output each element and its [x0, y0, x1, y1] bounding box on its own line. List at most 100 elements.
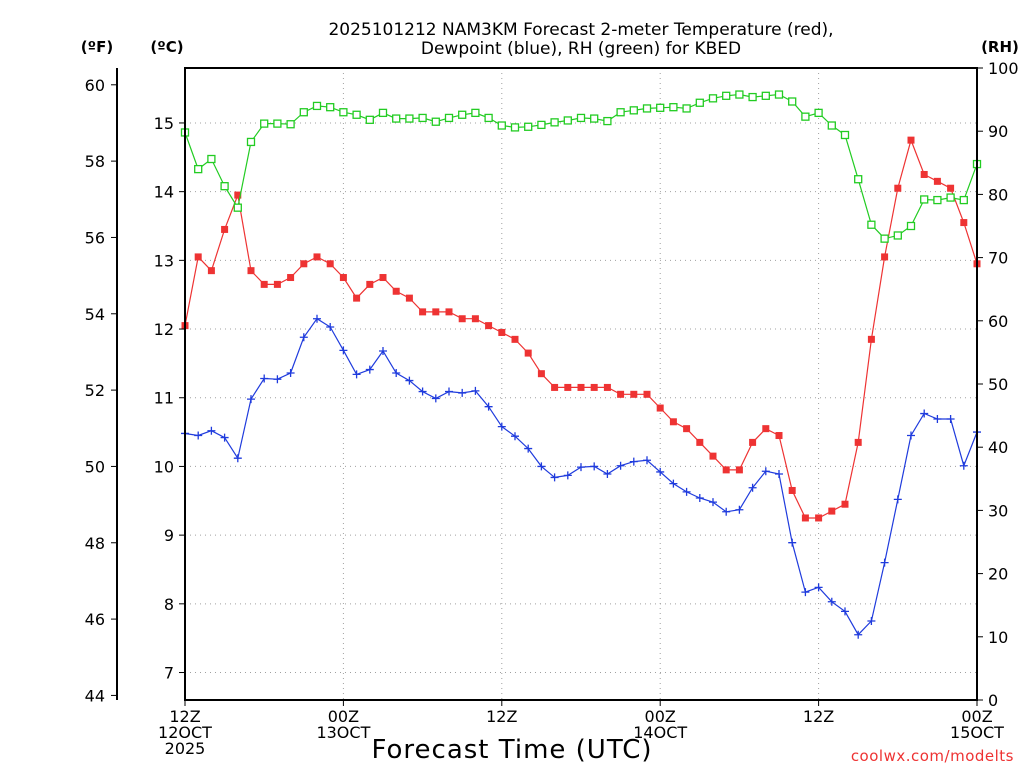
dewpoint-point: [339, 346, 348, 355]
2-meter-temperature-point: [273, 280, 281, 288]
rh-point: [669, 103, 678, 112]
celsius-tick-label: 13: [154, 251, 174, 270]
2-meter-temperature-point: [498, 328, 506, 336]
2-meter-temperature-point: [617, 390, 625, 398]
dewpoint-point: [365, 365, 374, 374]
rh-point: [880, 234, 889, 243]
rh-point: [286, 120, 295, 129]
2-meter-temperature-point: [867, 335, 875, 343]
2-meter-temperature-point: [313, 253, 321, 261]
2-meter-temperature-point: [669, 418, 677, 426]
2-meter-temperature-point: [471, 315, 479, 323]
dewpoint-point: [933, 415, 942, 424]
fahrenheit-tick-label: 44: [85, 686, 105, 705]
dewpoint-point: [445, 387, 453, 396]
rh-point: [550, 118, 559, 127]
2-meter-temperature-point: [392, 287, 400, 295]
2-meter-temperature-point: [564, 383, 572, 391]
rh-point: [722, 91, 731, 100]
rh-tick-label: 70: [988, 249, 1008, 268]
rh-point: [365, 115, 374, 124]
2-meter-temperature-point: [524, 349, 532, 357]
rh-point: [893, 231, 902, 240]
fahrenheit-tick-label: 52: [85, 381, 105, 400]
rh-unit-label: (RH): [981, 38, 1019, 56]
series-layer: [180, 90, 982, 639]
dewpoint-point: [643, 456, 651, 465]
grid-layer: [185, 68, 977, 700]
dewpoint-point: [590, 462, 599, 471]
x-tick-label: 2025: [165, 739, 206, 758]
rh-point: [827, 121, 836, 130]
dewpoint-point: [854, 630, 863, 639]
2-meter-temperature-point: [828, 507, 836, 515]
fahrenheit-tick-label: 46: [85, 610, 105, 629]
dewpoint-point: [497, 422, 506, 431]
2-meter-temperature-point: [379, 274, 387, 282]
x-tick-label: 12Z: [803, 707, 834, 726]
dewpoint-point: [379, 347, 387, 356]
dewpoint-point: [616, 461, 625, 470]
2-meter-temperature-point: [920, 170, 928, 178]
dewpoint-point: [431, 394, 440, 403]
rh-point: [735, 90, 744, 99]
2-meter-temperature-point: [445, 308, 453, 316]
rh-point: [590, 114, 599, 123]
2-meter-temperature-point: [247, 267, 255, 275]
2-meter-temperature-point: [722, 466, 730, 474]
dewpoint-point: [735, 505, 744, 514]
rh-point: [418, 113, 427, 123]
dewpoint-point: [893, 495, 902, 504]
2-meter-temperature-point: [458, 315, 466, 323]
dewpoint-point: [220, 433, 229, 442]
chart-title-line-2: Dewpoint (blue), RH (green) for KBED: [421, 39, 741, 59]
2-meter-temperature-point: [788, 486, 796, 494]
fahrenheit-tick-label: 58: [85, 152, 105, 171]
2-meter-temperature-point: [590, 383, 598, 391]
celsius-tick-label: 11: [154, 389, 174, 408]
2-meter-temperature-point: [419, 308, 427, 316]
credit-text: coolwx.com/modelts: [851, 747, 1014, 765]
dewpoint-point: [563, 471, 572, 480]
2-meter-temperature-point: [841, 500, 849, 508]
dewpoint-point: [577, 463, 585, 472]
dewpoint-point: [471, 386, 480, 395]
dewpoint-point: [233, 454, 242, 463]
2-meter-temperature-point: [749, 438, 757, 446]
rh-tick-label: 40: [988, 438, 1008, 457]
2-meter-temperature-point: [234, 191, 242, 199]
2-meter-temperature-point: [353, 294, 361, 302]
dewpoint-point: [748, 483, 757, 492]
dewpoint-point: [458, 388, 467, 397]
dewpoint-point: [260, 374, 269, 383]
2-meter-temperature-point: [485, 322, 493, 330]
rh-point: [352, 110, 361, 119]
2-meter-temperature-point: [801, 514, 809, 522]
2-meter-temperature-point: [432, 308, 440, 316]
2-meter-temperature-point: [287, 274, 295, 282]
dewpoint-point: [603, 469, 612, 478]
rh-tick-label: 10: [988, 628, 1008, 647]
2-meter-temperature-point: [300, 260, 308, 268]
2-meter-temperature-point: [339, 274, 347, 282]
dewpoint-point: [827, 597, 836, 606]
rh-point: [246, 137, 256, 147]
dewpoint-point: [207, 426, 216, 435]
celsius-tick-label: 8: [164, 595, 174, 614]
2-meter-temperature-point: [775, 432, 783, 440]
2-meter-temperature-point: [405, 294, 413, 302]
rh-point: [708, 94, 718, 103]
rh-point: [458, 110, 467, 119]
dewpoint-point: [273, 375, 282, 384]
rh-tick-label: 20: [988, 565, 1008, 584]
dewpoint-point: [801, 588, 810, 597]
dewpoint-point: [392, 369, 401, 378]
dewpoint-point: [669, 479, 678, 488]
2-meter-temperature-point: [207, 267, 215, 275]
rh-tick-label: 0: [988, 691, 998, 710]
2-meter-temperature-point: [709, 452, 717, 460]
dewpoint-point: [524, 444, 533, 453]
rh-point: [392, 114, 401, 123]
2-meter-temperature-point: [894, 184, 902, 192]
